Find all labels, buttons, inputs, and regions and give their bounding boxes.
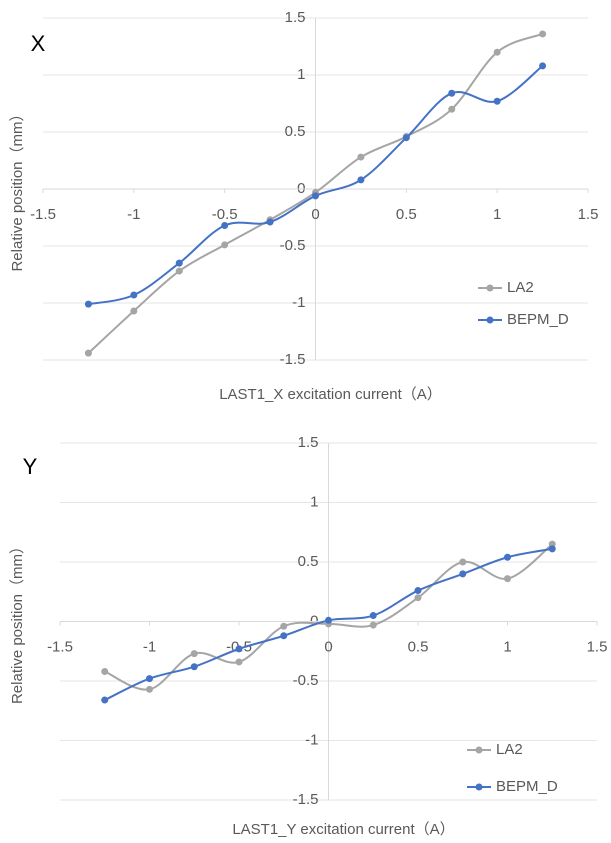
y-tick-label: 0: [297, 180, 305, 197]
point: [221, 241, 229, 249]
point: [221, 221, 229, 229]
point: [146, 675, 153, 683]
point: [175, 267, 183, 275]
point: [402, 134, 410, 142]
point: [369, 612, 377, 620]
point: [504, 575, 511, 583]
chart-title: X: [31, 31, 46, 56]
point: [448, 89, 456, 97]
point: [539, 62, 547, 70]
x-axis-label: LAST1_Y excitation current（A）: [232, 821, 454, 838]
y-axis-label: Relative position（mm）: [9, 539, 26, 704]
point: [448, 105, 456, 113]
y-tick-label: -1.5: [293, 791, 319, 808]
x-tick-label: 0.5: [396, 206, 417, 223]
x-tick-label: 0: [311, 206, 319, 223]
point: [280, 622, 288, 630]
point: [235, 645, 243, 653]
x-tick-label: -1: [127, 206, 140, 223]
x-tick-label: 0.5: [408, 638, 429, 655]
x-tick-label: 1: [503, 638, 511, 655]
legend-marker: [475, 746, 483, 754]
legend-label: LA2: [507, 279, 534, 296]
point: [130, 307, 138, 315]
y-tick-label: 1.5: [298, 434, 319, 451]
legend-marker: [486, 284, 494, 292]
x-axis-label: LAST1_X excitation current（A）: [219, 386, 442, 403]
y-tick-label: -1: [292, 294, 305, 311]
point: [357, 176, 365, 184]
point: [235, 658, 243, 666]
point: [539, 30, 547, 38]
x-tick-label: 1.5: [587, 638, 608, 655]
point: [548, 545, 556, 553]
point: [414, 594, 422, 602]
point: [175, 259, 183, 267]
point: [190, 650, 198, 658]
x-tick-label: 1.5: [578, 206, 599, 223]
point: [414, 587, 422, 595]
point: [84, 300, 92, 308]
y-tick-label: -1: [305, 731, 318, 748]
x-tick-label: 0: [324, 638, 332, 655]
point: [493, 97, 501, 105]
point: [459, 558, 467, 566]
y-axis-label: Relative position（mm）: [9, 106, 26, 271]
y-tick-label: 1.5: [285, 9, 306, 26]
point: [504, 553, 511, 561]
x-tick-label: -1: [143, 638, 156, 655]
point: [130, 291, 138, 299]
point: [84, 349, 92, 357]
point: [369, 621, 377, 629]
legend-label: LA2: [496, 741, 523, 758]
point: [146, 685, 153, 693]
legend-label: BEPM_D: [496, 778, 558, 795]
legend-marker: [475, 783, 483, 791]
x-tick-label: -1.5: [30, 206, 56, 223]
point: [280, 632, 288, 640]
y-tick-label: -0.5: [280, 237, 306, 254]
y-tick-label: 0.5: [298, 553, 319, 570]
point: [266, 218, 274, 226]
x-tick-label: 1: [493, 206, 501, 223]
x-tick-label: -0.5: [212, 206, 238, 223]
point: [357, 153, 365, 161]
y-tick-label: -1.5: [280, 351, 306, 368]
chart-title: Y: [23, 454, 38, 479]
point: [101, 696, 109, 704]
y-tick-label: 1: [310, 493, 318, 510]
point: [101, 667, 109, 675]
y-tick-label: 0.5: [285, 123, 306, 140]
x-tick-label: -1.5: [47, 638, 73, 655]
legend-label: BEPM_D: [507, 311, 569, 328]
point: [325, 616, 332, 624]
point: [312, 192, 319, 200]
legend-marker: [486, 316, 494, 324]
point: [459, 570, 467, 578]
y-tick-label: 1: [297, 66, 305, 83]
y-tick-label: 0: [310, 612, 318, 629]
point: [493, 48, 501, 56]
point: [190, 663, 198, 671]
y-tick-label: -0.5: [293, 672, 319, 689]
